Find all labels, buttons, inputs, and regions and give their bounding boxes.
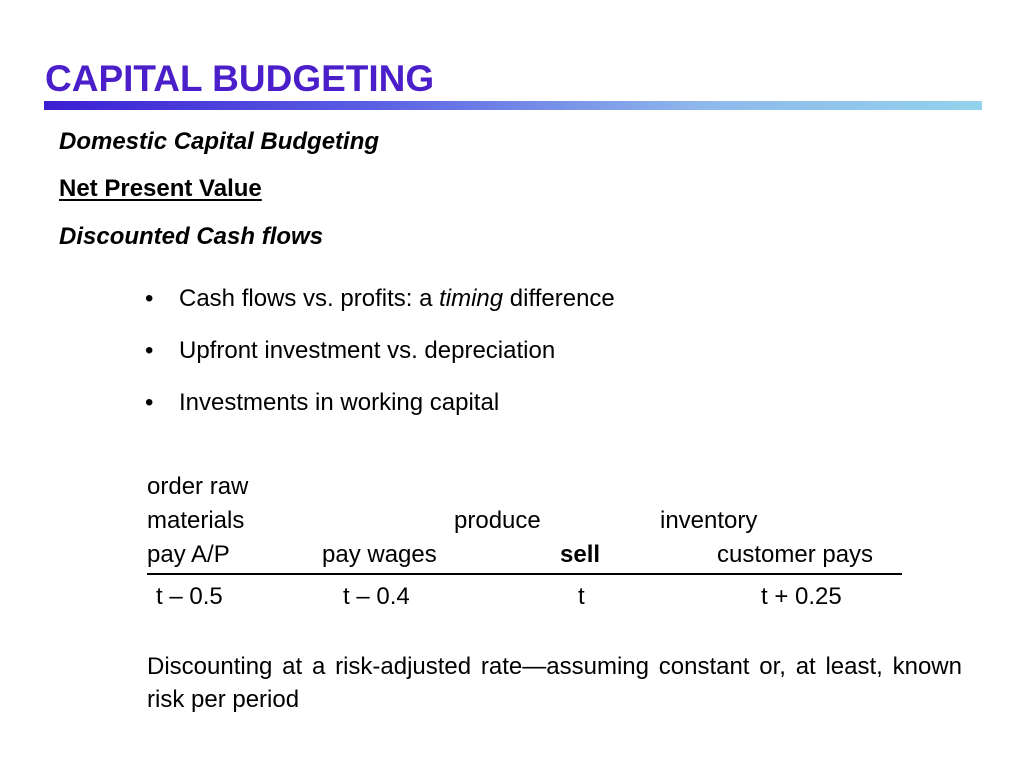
timeline-time-2: t – 0.4 <box>343 583 410 610</box>
subtitle-discounted-cash-flows: Discounted Cash flows <box>59 223 324 250</box>
bullet-item: • Investments in working capital <box>145 387 615 439</box>
bullet-list: • Cash flows vs. profits: a timing differ… <box>145 283 615 439</box>
bullet-text: Upfront investment vs. depreciation <box>179 337 556 364</box>
timeline-label-sell: sell <box>560 541 601 568</box>
bullet-text-after: difference <box>503 285 615 312</box>
slide-title: CAPITAL BUDGETING <box>45 58 435 99</box>
bullet-icon: • <box>145 389 154 416</box>
bullet-text-before: Cash flows vs. profits: a <box>179 285 440 312</box>
bullet-text: Investments in working capital <box>179 389 500 416</box>
subtitle-domestic-capital-budgeting: Domestic Capital Budgeting <box>59 128 380 155</box>
timeline-label-customer-pays: customer pays <box>717 541 874 568</box>
bullet-icon: • <box>145 337 154 364</box>
timeline-label-pay-wages: pay wages <box>322 541 437 568</box>
timeline-label-produce: produce <box>454 507 541 534</box>
title-underline-bar <box>44 101 982 110</box>
discounting-paragraph: Discounting at a risk-adjusted rate—assu… <box>147 653 962 713</box>
timeline-label-inventory: inventory <box>660 507 758 534</box>
subtitle-net-present-value: Net Present Value <box>59 175 262 202</box>
timeline-label-order-raw: order raw <box>147 473 249 500</box>
timeline-label-pay-ap: pay A/P <box>147 541 230 568</box>
timeline-time-4: t + 0.25 <box>761 583 842 610</box>
bullet-item: • Cash flows vs. profits: a timing differ… <box>145 283 615 335</box>
bullet-text-emphasis: timing <box>439 285 504 312</box>
timeline-label-materials: materials <box>147 507 245 534</box>
timeline-time-3: t <box>578 583 585 610</box>
timeline-time-1: t – 0.5 <box>156 583 223 610</box>
bullet-item: • Upfront investment vs. depreciation <box>145 335 615 387</box>
timeline-rule <box>147 573 902 575</box>
bullet-icon: • <box>145 285 154 312</box>
